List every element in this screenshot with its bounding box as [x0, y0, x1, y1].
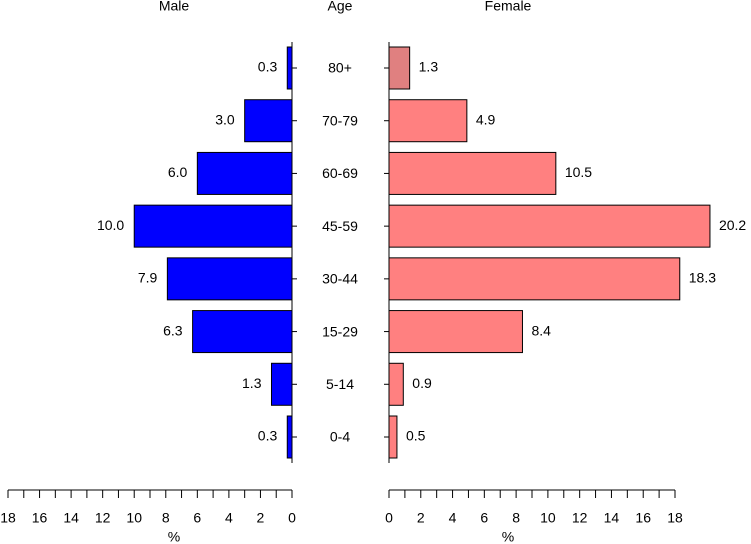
bar: [270, 362, 293, 406]
x-tick-label: 16: [635, 510, 651, 526]
bar: [166, 257, 293, 301]
x-tick-label: 16: [32, 510, 48, 526]
bar: [286, 415, 293, 459]
x-tick-label: 12: [572, 510, 588, 526]
value-label: 10.0: [97, 217, 124, 233]
bar: [388, 46, 411, 90]
value-label: 0.3: [258, 428, 278, 444]
x-tick-label: 8: [512, 510, 520, 526]
x-tick-label: 10: [540, 510, 556, 526]
bar: [244, 99, 293, 143]
x-tick-label: 6: [193, 510, 201, 526]
female-title: Female: [485, 0, 532, 14]
value-label: 18.3: [689, 270, 716, 286]
value-label: 0.5: [406, 428, 426, 444]
value-label: 1.3: [242, 375, 262, 391]
bar: [388, 151, 557, 195]
value-label: 0.9: [412, 375, 432, 391]
value-label: 6.3: [163, 322, 183, 338]
age-label: 0-4: [330, 429, 350, 445]
value-label: 8.4: [531, 322, 551, 338]
bar: [388, 99, 468, 143]
x-tick-label: 10: [126, 510, 142, 526]
x-tick-label: 4: [225, 510, 233, 526]
age-title: Age: [328, 0, 353, 14]
x-tick-label: 6: [480, 510, 488, 526]
age-label: 70-79: [322, 112, 358, 128]
x-tick-label: 2: [417, 510, 425, 526]
age-label: 5-14: [326, 376, 354, 392]
bar: [388, 204, 711, 248]
bar: [388, 362, 404, 406]
bar: [286, 46, 293, 90]
x-tick-label: 4: [449, 510, 457, 526]
x-tick-label: 18: [667, 510, 683, 526]
value-label: 4.9: [476, 111, 496, 127]
x-axis-label: %: [168, 529, 180, 544]
value-label: 6.0: [168, 164, 188, 180]
x-tick-label: 12: [95, 510, 111, 526]
age-label: 60-69: [322, 165, 358, 181]
x-tick-label: 0: [385, 510, 393, 526]
x-tick-label: 0: [288, 510, 296, 526]
value-label: 0.3: [258, 59, 278, 75]
age-label: 15-29: [322, 323, 358, 339]
age-label: 30-44: [322, 271, 358, 287]
x-axis-label: %: [502, 529, 514, 544]
value-label: 1.3: [419, 59, 439, 75]
bar: [388, 310, 523, 354]
bar: [133, 204, 293, 248]
x-tick-label: 14: [63, 510, 79, 526]
age-label: 80+: [328, 60, 352, 76]
bar: [192, 310, 293, 354]
bar: [196, 151, 293, 195]
male-title: Male: [159, 0, 190, 14]
x-tick-label: 18: [0, 510, 16, 526]
x-tick-label: 14: [604, 510, 620, 526]
value-label: 3.0: [215, 111, 235, 127]
x-tick-label: 8: [162, 510, 170, 526]
x-tick-label: 2: [257, 510, 265, 526]
value-label: 20.2: [719, 217, 746, 233]
value-label: 10.5: [565, 164, 592, 180]
bar: [388, 415, 398, 459]
bar: [388, 257, 681, 301]
value-label: 7.9: [138, 270, 158, 286]
age-label: 45-59: [322, 218, 358, 234]
